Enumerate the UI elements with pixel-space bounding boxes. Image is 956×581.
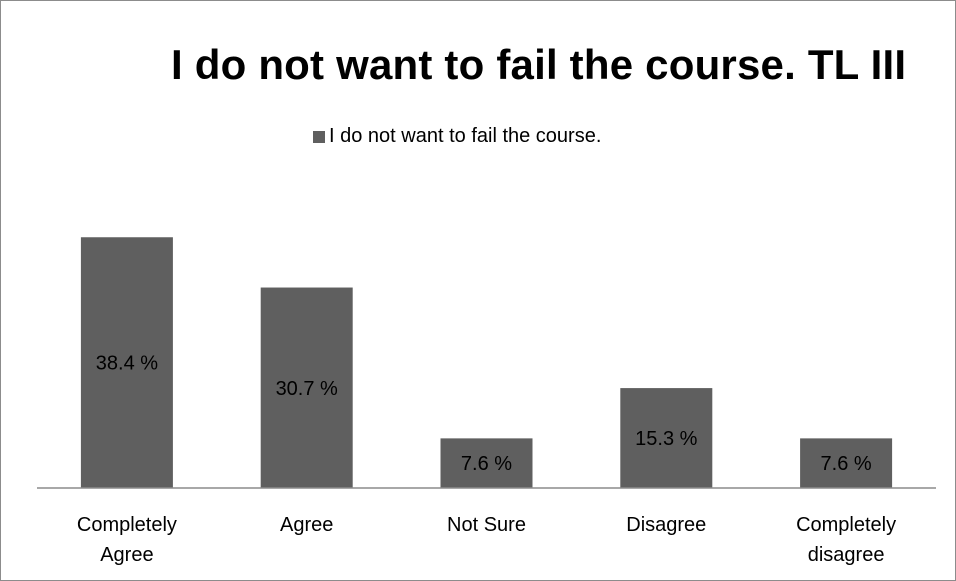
category-label-2-0: Not Sure bbox=[447, 514, 526, 536]
legend: I do not want to fail the course. bbox=[313, 125, 601, 148]
bar-2 bbox=[440, 438, 533, 488]
data-label-1: 30.7 % bbox=[276, 378, 338, 400]
data-label-2: 7.6 % bbox=[461, 453, 512, 475]
category-label-4-1: disagree bbox=[808, 544, 885, 566]
bar-0 bbox=[80, 237, 173, 488]
data-label-3: 15.3 % bbox=[635, 428, 697, 450]
category-label-3-0: Disagree bbox=[626, 514, 706, 536]
bar-3 bbox=[620, 388, 713, 488]
category-label-0-0: Completely bbox=[77, 514, 177, 536]
bar-1 bbox=[260, 287, 353, 488]
data-label-4: 7.6 % bbox=[821, 453, 872, 475]
legend-label: I do not want to fail the course. bbox=[329, 125, 602, 147]
category-label-4-0: Completely bbox=[796, 514, 896, 536]
chart-title: I do not want to fail the course. TL III bbox=[171, 41, 907, 88]
data-label-0: 38.4 % bbox=[96, 353, 158, 375]
category-label-0-1: Agree bbox=[100, 544, 153, 566]
bar-4 bbox=[800, 438, 893, 488]
category-label-1-0: Agree bbox=[280, 514, 333, 536]
legend-swatch bbox=[313, 130, 325, 143]
